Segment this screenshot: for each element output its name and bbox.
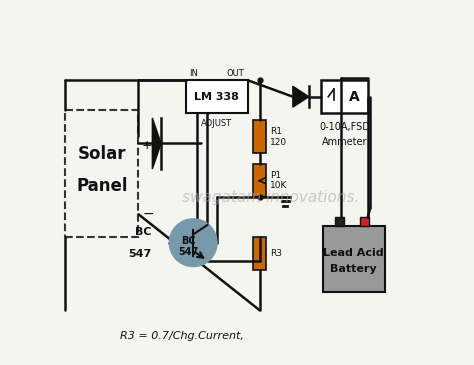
Text: BC: BC bbox=[181, 236, 196, 246]
FancyBboxPatch shape bbox=[360, 217, 369, 226]
Text: −: − bbox=[142, 207, 154, 221]
Text: OUT: OUT bbox=[227, 69, 244, 78]
FancyBboxPatch shape bbox=[323, 226, 385, 292]
Text: ADJUST: ADJUST bbox=[201, 119, 232, 128]
Polygon shape bbox=[152, 118, 161, 169]
Text: Panel: Panel bbox=[76, 177, 128, 195]
Text: LM 338: LM 338 bbox=[194, 92, 239, 102]
Text: 547: 547 bbox=[128, 249, 151, 259]
Polygon shape bbox=[293, 86, 309, 107]
FancyBboxPatch shape bbox=[253, 164, 266, 197]
Text: Battery: Battery bbox=[330, 264, 377, 274]
FancyBboxPatch shape bbox=[253, 237, 266, 270]
Text: 547: 547 bbox=[178, 247, 199, 257]
Text: +: + bbox=[142, 139, 153, 152]
Circle shape bbox=[170, 219, 217, 266]
Text: R3: R3 bbox=[270, 249, 282, 258]
FancyBboxPatch shape bbox=[321, 80, 368, 113]
Text: IN: IN bbox=[190, 69, 199, 78]
Text: P1
10K: P1 10K bbox=[270, 171, 287, 191]
Text: BC: BC bbox=[135, 227, 151, 237]
Text: A: A bbox=[349, 90, 360, 104]
Text: 0-10A,FSD: 0-10A,FSD bbox=[319, 122, 370, 132]
Text: R1
120: R1 120 bbox=[270, 127, 287, 147]
Text: Ammeter: Ammeter bbox=[322, 137, 367, 147]
FancyBboxPatch shape bbox=[186, 80, 248, 113]
Text: Lead Acid: Lead Acid bbox=[323, 247, 384, 258]
Text: R3 = 0.7/Chg.Current,: R3 = 0.7/Chg.Current, bbox=[120, 331, 244, 341]
Text: swagatam innovations.: swagatam innovations. bbox=[182, 189, 360, 205]
FancyBboxPatch shape bbox=[253, 120, 266, 153]
Text: Solar: Solar bbox=[78, 145, 126, 163]
FancyBboxPatch shape bbox=[335, 217, 344, 226]
